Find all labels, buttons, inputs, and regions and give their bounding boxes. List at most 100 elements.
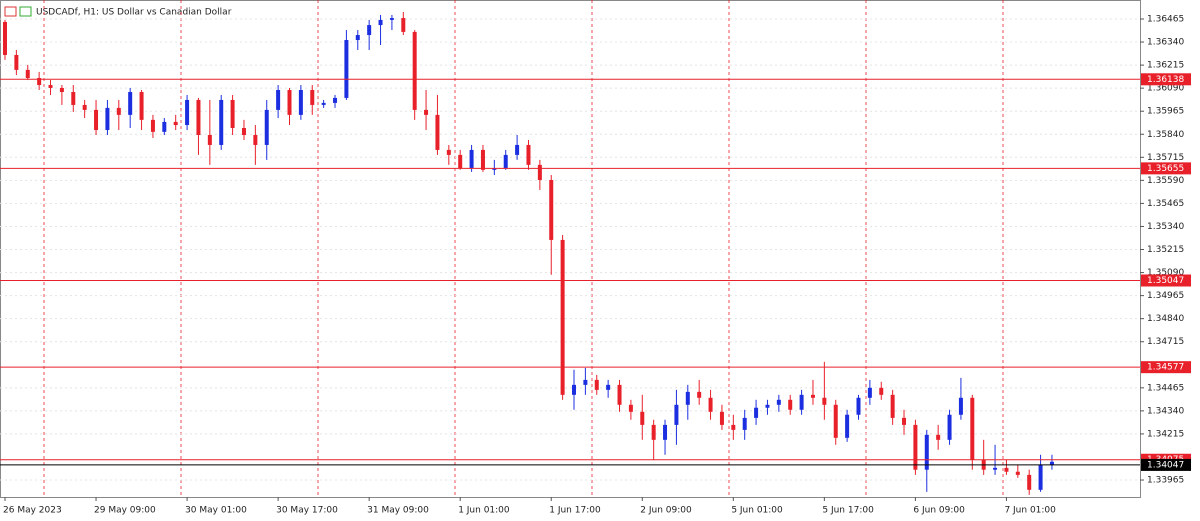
x-tick-label: 30 May 17:00 — [276, 506, 338, 516]
candle-body — [492, 168, 497, 170]
chart-title: USDCADf, H1: US Dollar vs Canadian Dolla… — [36, 8, 232, 18]
candle-body — [856, 397, 861, 415]
candle-body — [947, 414, 952, 440]
x-tick-label: 29 May 09:00 — [94, 506, 156, 516]
y-tick-label: 1.33965 — [1147, 476, 1184, 486]
y-tick-label: 1.34340 — [1147, 406, 1184, 416]
candle-body — [298, 89, 303, 115]
candle-body — [241, 127, 246, 135]
candle-body — [219, 99, 224, 145]
candle-body — [776, 399, 781, 405]
y-tick-label: 1.35090 — [1147, 268, 1184, 278]
candle-body — [3, 21, 7, 55]
candle-body — [1027, 474, 1032, 490]
y-tick-label: 1.35965 — [1147, 107, 1184, 117]
candle-body — [333, 97, 338, 103]
candle-body — [71, 92, 76, 105]
candle-body — [287, 89, 292, 115]
toolbar-icons — [4, 6, 32, 17]
candle-body — [560, 239, 565, 395]
level-label: 1.34577 — [1147, 363, 1184, 373]
candle-body — [765, 404, 770, 408]
candle-body — [867, 387, 872, 398]
level-label-box — [1141, 274, 1191, 287]
candle-body — [833, 404, 838, 438]
candle-body — [810, 394, 815, 398]
candle-body — [902, 417, 907, 425]
bid-label-box — [1141, 458, 1191, 471]
candle-body — [993, 467, 998, 470]
candle-body — [685, 391, 690, 405]
level-label-box — [1141, 73, 1191, 86]
candle-body — [196, 99, 201, 135]
y-tick-label: 1.35715 — [1147, 153, 1184, 163]
candle-body — [105, 107, 110, 131]
level-label: 1.36138 — [1147, 75, 1184, 85]
candle-body — [663, 424, 668, 440]
plot-frame — [0, 0, 1141, 498]
candle-body — [446, 149, 451, 155]
level-label: 1.35655 — [1147, 164, 1184, 174]
y-tick-label: 1.36340 — [1147, 38, 1184, 48]
candle-body — [879, 387, 884, 395]
candle-body — [435, 114, 440, 150]
candle-body — [321, 102, 326, 105]
candle-body — [276, 89, 281, 110]
candle-body — [754, 407, 759, 418]
candle-body — [128, 92, 133, 115]
candle-body — [594, 379, 599, 390]
candle-body — [116, 107, 121, 115]
x-tick-label: 1 Jun 17:00 — [549, 506, 601, 516]
candle-body — [640, 411, 645, 425]
candle-body — [1038, 464, 1043, 490]
candle-body — [651, 424, 656, 440]
candle-body — [628, 404, 633, 412]
y-tick-label: 1.35840 — [1147, 130, 1184, 140]
bid-label: 1.34047 — [1147, 460, 1184, 470]
candle-body — [378, 19, 383, 26]
x-tick-label: 5 Jun 01:00 — [731, 506, 783, 516]
y-tick-label: 1.34215 — [1147, 429, 1184, 439]
candle-body — [59, 87, 64, 93]
candle-body — [469, 149, 474, 169]
candle-body — [742, 417, 747, 430]
candle-body — [412, 31, 417, 110]
candle-body — [799, 394, 804, 410]
candle-body — [822, 397, 827, 405]
y-tick-label: 1.35465 — [1147, 199, 1184, 209]
level-label: 1.35047 — [1147, 276, 1184, 286]
candle-body — [731, 424, 736, 430]
candle-body — [515, 144, 520, 155]
candle-body — [480, 149, 485, 170]
y-tick-label: 1.36090 — [1147, 84, 1184, 94]
y-tick-label: 1.35215 — [1147, 245, 1184, 255]
candle-body — [139, 92, 144, 120]
icon — [19, 6, 32, 17]
y-tick-label: 1.34840 — [1147, 314, 1184, 324]
candle-body — [913, 424, 918, 470]
y-tick-label: 1.35340 — [1147, 222, 1184, 232]
candle-body — [503, 154, 508, 169]
candle-body — [207, 134, 212, 145]
candle-body — [94, 109, 99, 131]
candle-body — [82, 104, 87, 110]
level-label-box — [1141, 162, 1191, 175]
candle-body — [708, 397, 713, 412]
y-tick-label: 1.35590 — [1147, 176, 1184, 186]
candle-body — [1015, 471, 1020, 475]
candle-body — [264, 109, 269, 145]
candle-body — [788, 399, 793, 410]
candle-body — [583, 379, 588, 385]
candle-body — [1049, 461, 1054, 465]
candle-body — [606, 384, 611, 390]
candle-body — [230, 99, 235, 128]
candle-body — [697, 391, 702, 398]
candle-body — [14, 54, 19, 70]
candle-body — [674, 404, 679, 425]
candle-body — [845, 414, 850, 438]
candle-body — [173, 121, 178, 126]
candle-body — [549, 179, 554, 240]
y-tick-label: 1.36215 — [1147, 61, 1184, 71]
y-tick-label: 1.36465 — [1147, 14, 1184, 24]
